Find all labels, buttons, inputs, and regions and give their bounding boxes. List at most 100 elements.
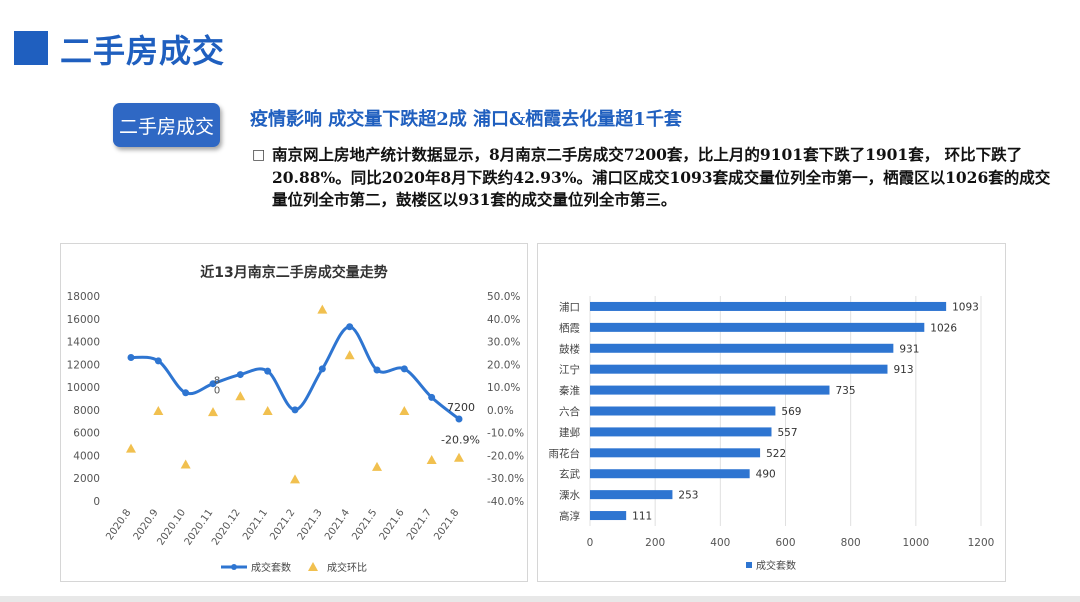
trend-chart: 近13月南京二手房成交量走势 0 2000 4000 6000 8000 10000 1200… [67,264,525,574]
left-axis-tick-label: 12000 [67,359,100,371]
triangle-point [399,406,410,416]
bar [590,343,894,353]
category-label: 鼓楼 [559,342,580,355]
bar-value-label: 1026 [930,322,957,334]
bar-value-label: 931 [899,343,919,355]
right-axis-tick-label: -30.0% [487,473,524,485]
line-point [236,371,244,379]
bar-value-label: 569 [781,406,801,418]
x-axis-tick-label: 2021.7 [405,507,434,542]
category-label: 浦口 [559,300,580,313]
line-point [264,367,272,375]
category-label: 栖霞 [559,321,580,334]
title-accent-block [14,31,48,65]
left-axis-tick-label: 0 [93,496,100,508]
line-point [127,354,135,361]
x-axis-tick-label: 2021.5 [350,507,379,542]
marker-glyph-label: 8 [214,376,220,387]
bar-value-label: 111 [632,511,652,523]
triangle-point [426,455,437,464]
bullet-icon: □ [252,147,266,163]
x-axis-tick-label: 400 [710,537,730,549]
line-point [318,365,326,373]
legend-line-dot [231,564,237,570]
left-axis-tick-label: 16000 [67,314,100,326]
page-title: 二手房成交 [60,32,226,70]
x-axis-tick-label: 2021.8 [432,507,461,542]
x-axis-tick-label: 200 [645,537,665,549]
x-axis-tick-label: 2021.1 [241,507,270,542]
category-label: 建邺 [559,426,580,439]
bar [590,322,925,332]
x-axis-tick-label: 2021.2 [268,507,297,542]
district-bar-chart: 0 200 400 600 800 1000 1200 浦口 1093 栖霞 1026 鼓楼 931 江宁… [549,296,995,572]
category-label: 六合 [559,405,580,418]
triangle-point [454,452,464,462]
bar [590,385,830,395]
triangle-point [317,304,328,314]
line-point [428,393,436,401]
right-axis-tick-label: 0.0% [487,405,514,417]
right-axis-tick-label: 20.0% [487,359,520,371]
bar [590,301,947,311]
x-axis-tick-label: 2020.8 [104,507,133,542]
line-point [373,366,381,374]
right-axis-tick-label: -20.0% [487,450,524,462]
series-line-成交套数 [130,325,460,421]
triangle-point [235,391,246,401]
triangle-point [180,459,191,469]
bar [590,364,888,374]
line-point [209,380,217,388]
right-axis-tick-label: 50.0% [487,291,520,303]
left-axis-tick-label: 14000 [67,337,100,349]
data-label-last-pct: -20.9% [441,434,480,447]
headline: 疫情影响 成交量下跌超2成 浦口&栖霞去化量超1千套 [250,109,682,130]
triangle-point [262,406,273,416]
x-axis-tick-label: 2020.9 [132,507,161,542]
triangle-point [290,474,300,484]
category-label: 玄武 [559,468,580,481]
right-axis-tick-label: -10.0% [487,428,524,440]
x-axis-tick-label: 0 [587,537,594,549]
category-label: 秦淮 [559,384,580,397]
x-axis-tick-label: 1200 [968,537,995,549]
x-axis-tick-label: 800 [841,537,861,549]
section-tag: 二手房成交 [113,103,220,147]
district-bar-chart-panel: 0 200 400 600 800 1000 1200 浦口 1093 栖霞 1026 鼓楼 931 江宁… [537,243,1006,582]
bar [590,469,750,479]
bar-value-label: 490 [756,469,776,481]
legend-triangle-swatch [308,562,318,571]
marker-glyph-label: 0 [214,386,220,397]
legend-swatch [746,562,752,568]
right-axis-tick-label: -40.0% [487,496,524,508]
x-axis-tick-label: 2021.4 [323,507,352,542]
legend-label: 成交套数 [756,559,796,572]
data-label-last-value: 7200 [447,401,475,414]
line-point [154,357,162,365]
x-axis-tick-label: 1000 [902,537,929,549]
category-label: 江宁 [559,363,580,376]
left-axis-tick-label: 10000 [67,382,100,394]
line-point [291,406,299,414]
chart-title: 近13月南京二手房成交量走势 [200,264,387,281]
bar-value-label: 735 [835,385,855,397]
bar-value-label: 1093 [952,301,979,313]
triangle-point [126,443,136,453]
x-axis-tick-label: 600 [775,537,795,549]
summary-paragraph: 南京网上房地产统计数据显示，8月南京二手房成交7200套，比上月的9101套下跌… [272,145,1051,209]
right-axis-tick-label: 40.0% [487,314,520,326]
right-axis-tick-label: 30.0% [487,337,520,349]
bar [590,490,673,500]
triangle-point [153,406,164,416]
x-axis-tick-label: 2021.6 [378,507,407,542]
x-axis-tick-label: 2021.3 [296,507,325,542]
left-axis-tick-label: 2000 [73,473,100,485]
bar-value-label: 913 [893,364,913,376]
right-axis-tick-label: 10.0% [487,382,520,394]
trend-chart-panel: 近13月南京二手房成交量走势 0 2000 4000 6000 8000 10000 1200… [60,243,528,582]
category-label: 雨花台 [549,447,581,460]
line-point [346,323,354,331]
left-axis-tick-label: 6000 [73,428,100,440]
bar [590,427,772,437]
category-label: 溧水 [559,489,580,502]
